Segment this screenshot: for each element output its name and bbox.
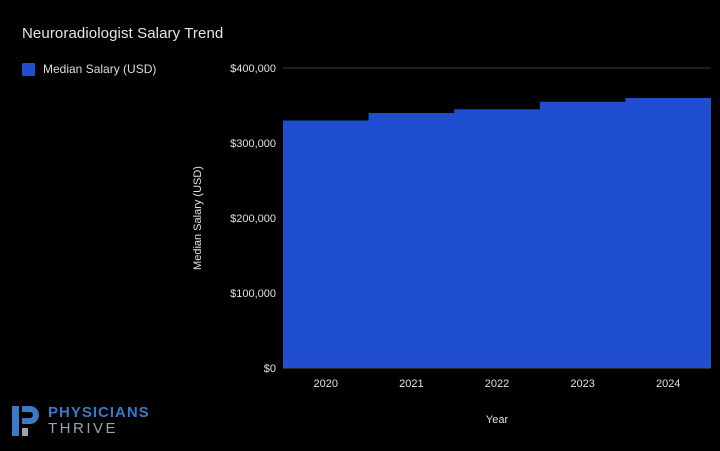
y-tick-label: $0 xyxy=(264,363,276,375)
x-tick-label: 2022 xyxy=(485,378,509,390)
y-tick-label: $300,000 xyxy=(230,138,276,150)
area-series-median-salary xyxy=(283,98,711,368)
brand-line2: THRIVE xyxy=(48,420,119,437)
physicians-thrive-p-logo-icon xyxy=(12,406,39,436)
x-tick-label: 2023 xyxy=(570,378,594,390)
y-tick-label: $200,000 xyxy=(230,213,276,225)
legend-label: Median Salary (USD) xyxy=(43,62,157,76)
x-tick-label: 2020 xyxy=(314,378,338,390)
legend-swatch xyxy=(22,62,35,76)
y-axis-title: Median Salary (USD) xyxy=(192,166,204,270)
x-tick-label: 2021 xyxy=(399,378,423,390)
x-tick-label: 2024 xyxy=(656,378,680,390)
brand-logo: PHYSICIANS THRIVE xyxy=(10,404,150,438)
y-tick-label: $100,000 xyxy=(230,288,276,300)
legend: Median Salary (USD) xyxy=(22,62,156,76)
x-axis-title: Year xyxy=(486,414,509,426)
brand-line1: PHYSICIANS xyxy=(48,404,150,421)
chart-title: Neuroradiologist Salary Trend xyxy=(22,25,224,42)
y-tick-label: $400,000 xyxy=(230,63,276,75)
